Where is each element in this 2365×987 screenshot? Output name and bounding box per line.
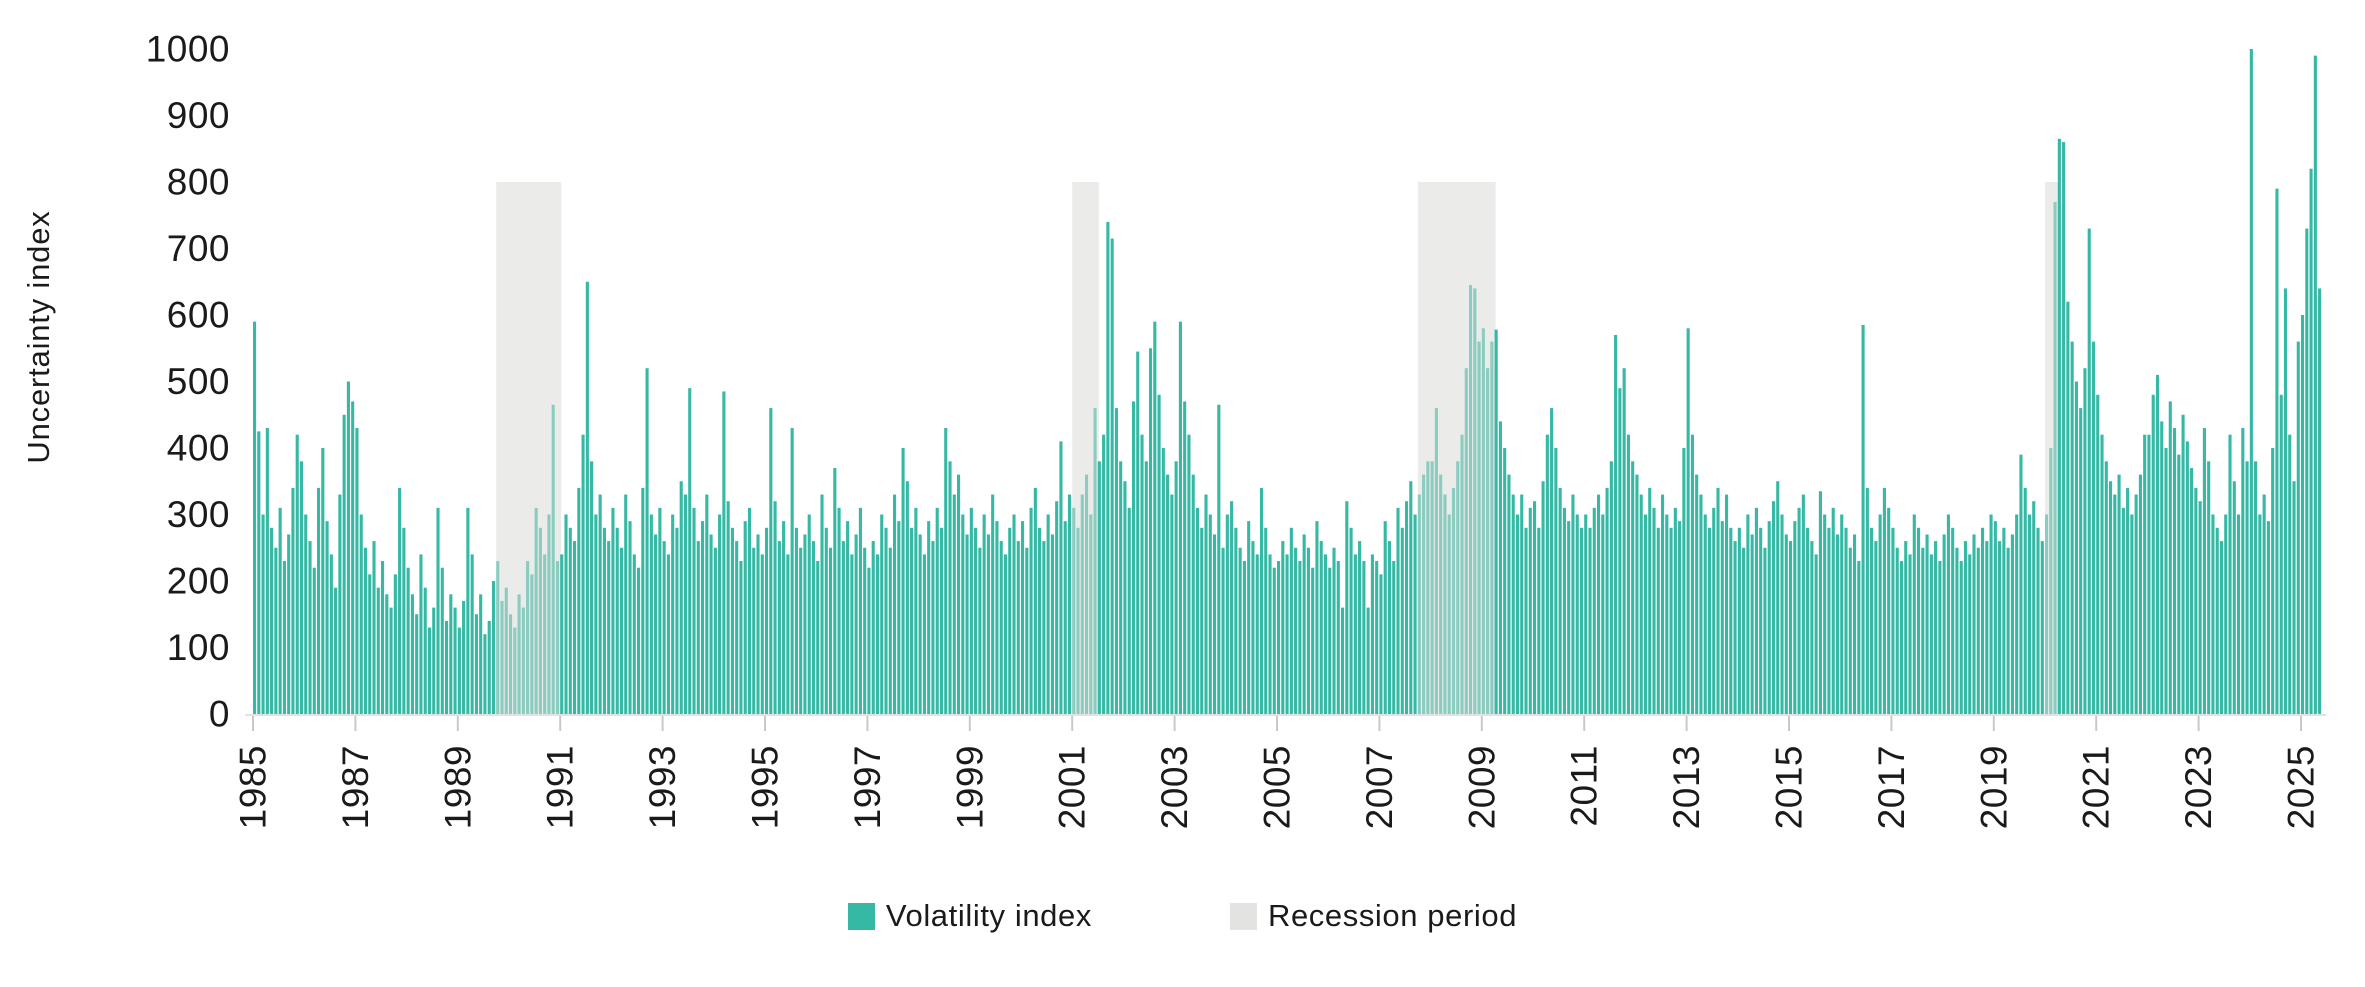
svg-text:2005: 2005 <box>1257 745 1298 829</box>
svg-text:300: 300 <box>167 494 230 535</box>
svg-text:2007: 2007 <box>1359 745 1400 829</box>
svg-text:2001: 2001 <box>1052 745 1093 829</box>
svg-text:900: 900 <box>167 95 230 136</box>
legend-item-volatility: Volatility index <box>847 898 1092 934</box>
svg-text:1997: 1997 <box>847 745 888 829</box>
svg-text:800: 800 <box>167 162 230 203</box>
svg-text:2017: 2017 <box>1871 745 1912 829</box>
legend-label-volatility: Volatility index <box>885 898 1092 933</box>
svg-text:200: 200 <box>167 561 230 602</box>
legend: Volatility index Recession period <box>0 894 2365 938</box>
y-axis-title: Uncertainty index <box>21 210 56 464</box>
volatility-swatch <box>847 902 875 930</box>
svg-text:100: 100 <box>167 627 230 668</box>
volatility-bars <box>253 49 2322 715</box>
svg-text:2009: 2009 <box>1461 745 1502 829</box>
svg-text:1985: 1985 <box>233 745 274 829</box>
svg-text:1999: 1999 <box>949 745 990 829</box>
svg-text:0: 0 <box>209 694 230 735</box>
svg-text:1987: 1987 <box>335 745 376 829</box>
legend-item-recession: Recession period <box>1229 898 1518 934</box>
x-axis-labels: 1985 1987 1989 1991 1993 1995 1997 1999 2001 2003… <box>233 716 2322 829</box>
svg-text:500: 500 <box>167 361 230 402</box>
svg-text:1000: 1000 <box>146 29 230 70</box>
recession-swatch <box>1229 902 1257 930</box>
y-axis-labels: 0 100 200 300 400 500 600 700 800 900 1000 <box>146 29 230 735</box>
svg-text:1995: 1995 <box>745 745 786 829</box>
svg-text:2003: 2003 <box>1154 745 1195 829</box>
svg-text:400: 400 <box>167 428 230 469</box>
svg-text:1989: 1989 <box>437 745 478 829</box>
svg-text:2013: 2013 <box>1666 745 1707 829</box>
svg-text:2023: 2023 <box>2178 745 2219 829</box>
svg-text:700: 700 <box>167 228 230 269</box>
svg-text:1993: 1993 <box>642 745 683 829</box>
svg-text:2019: 2019 <box>1973 745 2014 829</box>
legend-label-recession: Recession period <box>1267 898 1518 933</box>
svg-text:2021: 2021 <box>2076 745 2117 829</box>
svg-text:2011: 2011 <box>1564 745 1605 827</box>
svg-text:1991: 1991 <box>540 745 581 829</box>
svg-text:2015: 2015 <box>1769 745 1810 829</box>
svg-text:2025: 2025 <box>2281 745 2322 829</box>
svg-text:600: 600 <box>167 295 230 336</box>
